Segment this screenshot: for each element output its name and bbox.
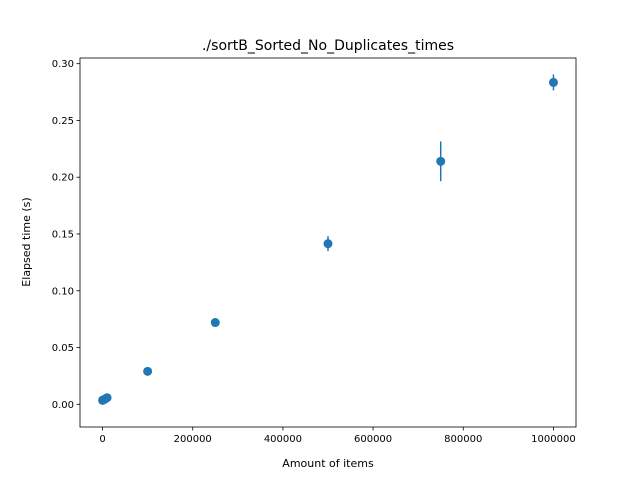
data-point bbox=[102, 393, 112, 403]
y-axis-label: Elapsed time (s) bbox=[20, 197, 33, 286]
data-point bbox=[548, 77, 558, 87]
y-tick-label: 0.25 bbox=[52, 116, 74, 127]
y-tick-label: 0.20 bbox=[52, 173, 74, 184]
y-tick-label: 0.10 bbox=[52, 286, 74, 297]
x-tick-label: 600000 bbox=[354, 434, 392, 445]
data-point bbox=[436, 156, 446, 166]
y-tick-label: 0.05 bbox=[52, 343, 74, 354]
data-point bbox=[323, 239, 333, 249]
y-tick-label: 0.15 bbox=[52, 229, 74, 240]
y-tick-label: 0.30 bbox=[52, 59, 74, 70]
x-tick-label: 1000000 bbox=[531, 434, 576, 445]
x-tick-label: 0 bbox=[99, 434, 105, 445]
plot-area: 0 200000 400000 600000 800000 1000000 0.00 0.05… bbox=[52, 57, 577, 445]
x-tick-label: 200000 bbox=[174, 434, 212, 445]
data-point bbox=[210, 318, 220, 328]
axes-frame bbox=[79, 57, 577, 428]
y-tick-label: 0.00 bbox=[52, 400, 74, 411]
x-tick-label: 400000 bbox=[264, 434, 302, 445]
chart-title: ./sortB_Sorted_No_Duplicates_times bbox=[202, 38, 454, 54]
x-tick-label: 800000 bbox=[444, 434, 482, 445]
x-axis-label: Amount of items bbox=[282, 457, 374, 470]
data-point bbox=[143, 366, 153, 376]
